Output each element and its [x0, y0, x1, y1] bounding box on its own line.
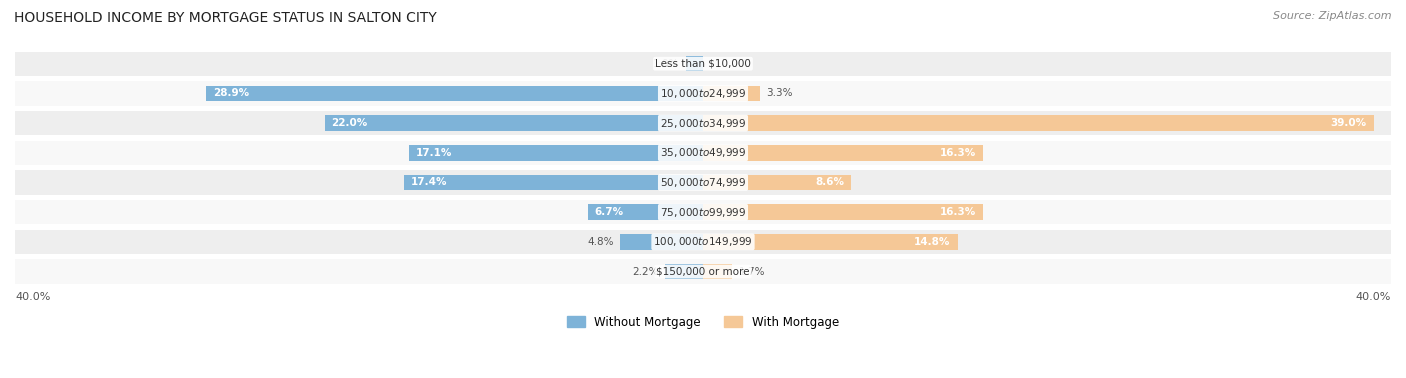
Bar: [205, 86, 703, 101]
Bar: [15, 230, 1391, 254]
Bar: [15, 81, 1391, 105]
Text: 28.9%: 28.9%: [212, 88, 249, 98]
Text: 39.0%: 39.0%: [1331, 118, 1367, 128]
Bar: [703, 234, 957, 249]
Bar: [620, 234, 703, 249]
Text: Less than $10,000: Less than $10,000: [655, 59, 751, 69]
Text: 22.0%: 22.0%: [332, 118, 368, 128]
Bar: [703, 204, 983, 220]
Bar: [703, 175, 851, 190]
Text: 17.1%: 17.1%: [416, 148, 453, 158]
Text: 40.0%: 40.0%: [1355, 292, 1391, 302]
Bar: [665, 264, 703, 279]
Text: 1.7%: 1.7%: [740, 266, 766, 277]
Text: 40.0%: 40.0%: [15, 292, 51, 302]
Bar: [15, 51, 1391, 76]
Text: $50,000 to $74,999: $50,000 to $74,999: [659, 176, 747, 189]
Bar: [703, 264, 733, 279]
Text: 14.8%: 14.8%: [914, 237, 950, 247]
Bar: [703, 115, 1374, 131]
Text: $100,000 to $149,999: $100,000 to $149,999: [654, 235, 752, 248]
Bar: [703, 86, 759, 101]
Bar: [409, 145, 703, 161]
Text: 4.8%: 4.8%: [588, 237, 613, 247]
Bar: [15, 259, 1391, 284]
Text: $10,000 to $24,999: $10,000 to $24,999: [659, 87, 747, 100]
Text: $75,000 to $99,999: $75,000 to $99,999: [659, 206, 747, 219]
Text: 8.6%: 8.6%: [815, 178, 844, 187]
Text: $150,000 or more: $150,000 or more: [657, 266, 749, 277]
Bar: [404, 175, 703, 190]
Text: 16.3%: 16.3%: [941, 148, 977, 158]
Bar: [325, 115, 703, 131]
Text: $25,000 to $34,999: $25,000 to $34,999: [659, 116, 747, 130]
Text: 17.4%: 17.4%: [411, 178, 447, 187]
Bar: [15, 141, 1391, 165]
Bar: [703, 145, 983, 161]
Text: 1.0%: 1.0%: [652, 59, 679, 69]
Text: 3.3%: 3.3%: [766, 88, 793, 98]
Bar: [15, 170, 1391, 195]
Text: HOUSEHOLD INCOME BY MORTGAGE STATUS IN SALTON CITY: HOUSEHOLD INCOME BY MORTGAGE STATUS IN S…: [14, 11, 437, 25]
Text: 16.3%: 16.3%: [941, 207, 977, 217]
Bar: [15, 111, 1391, 135]
Text: 6.7%: 6.7%: [595, 207, 624, 217]
Text: $35,000 to $49,999: $35,000 to $49,999: [659, 146, 747, 159]
Text: 2.2%: 2.2%: [631, 266, 658, 277]
Bar: [686, 56, 703, 71]
Bar: [15, 200, 1391, 225]
Legend: Without Mortgage, With Mortgage: Without Mortgage, With Mortgage: [562, 311, 844, 333]
Text: Source: ZipAtlas.com: Source: ZipAtlas.com: [1274, 11, 1392, 21]
Bar: [588, 204, 703, 220]
